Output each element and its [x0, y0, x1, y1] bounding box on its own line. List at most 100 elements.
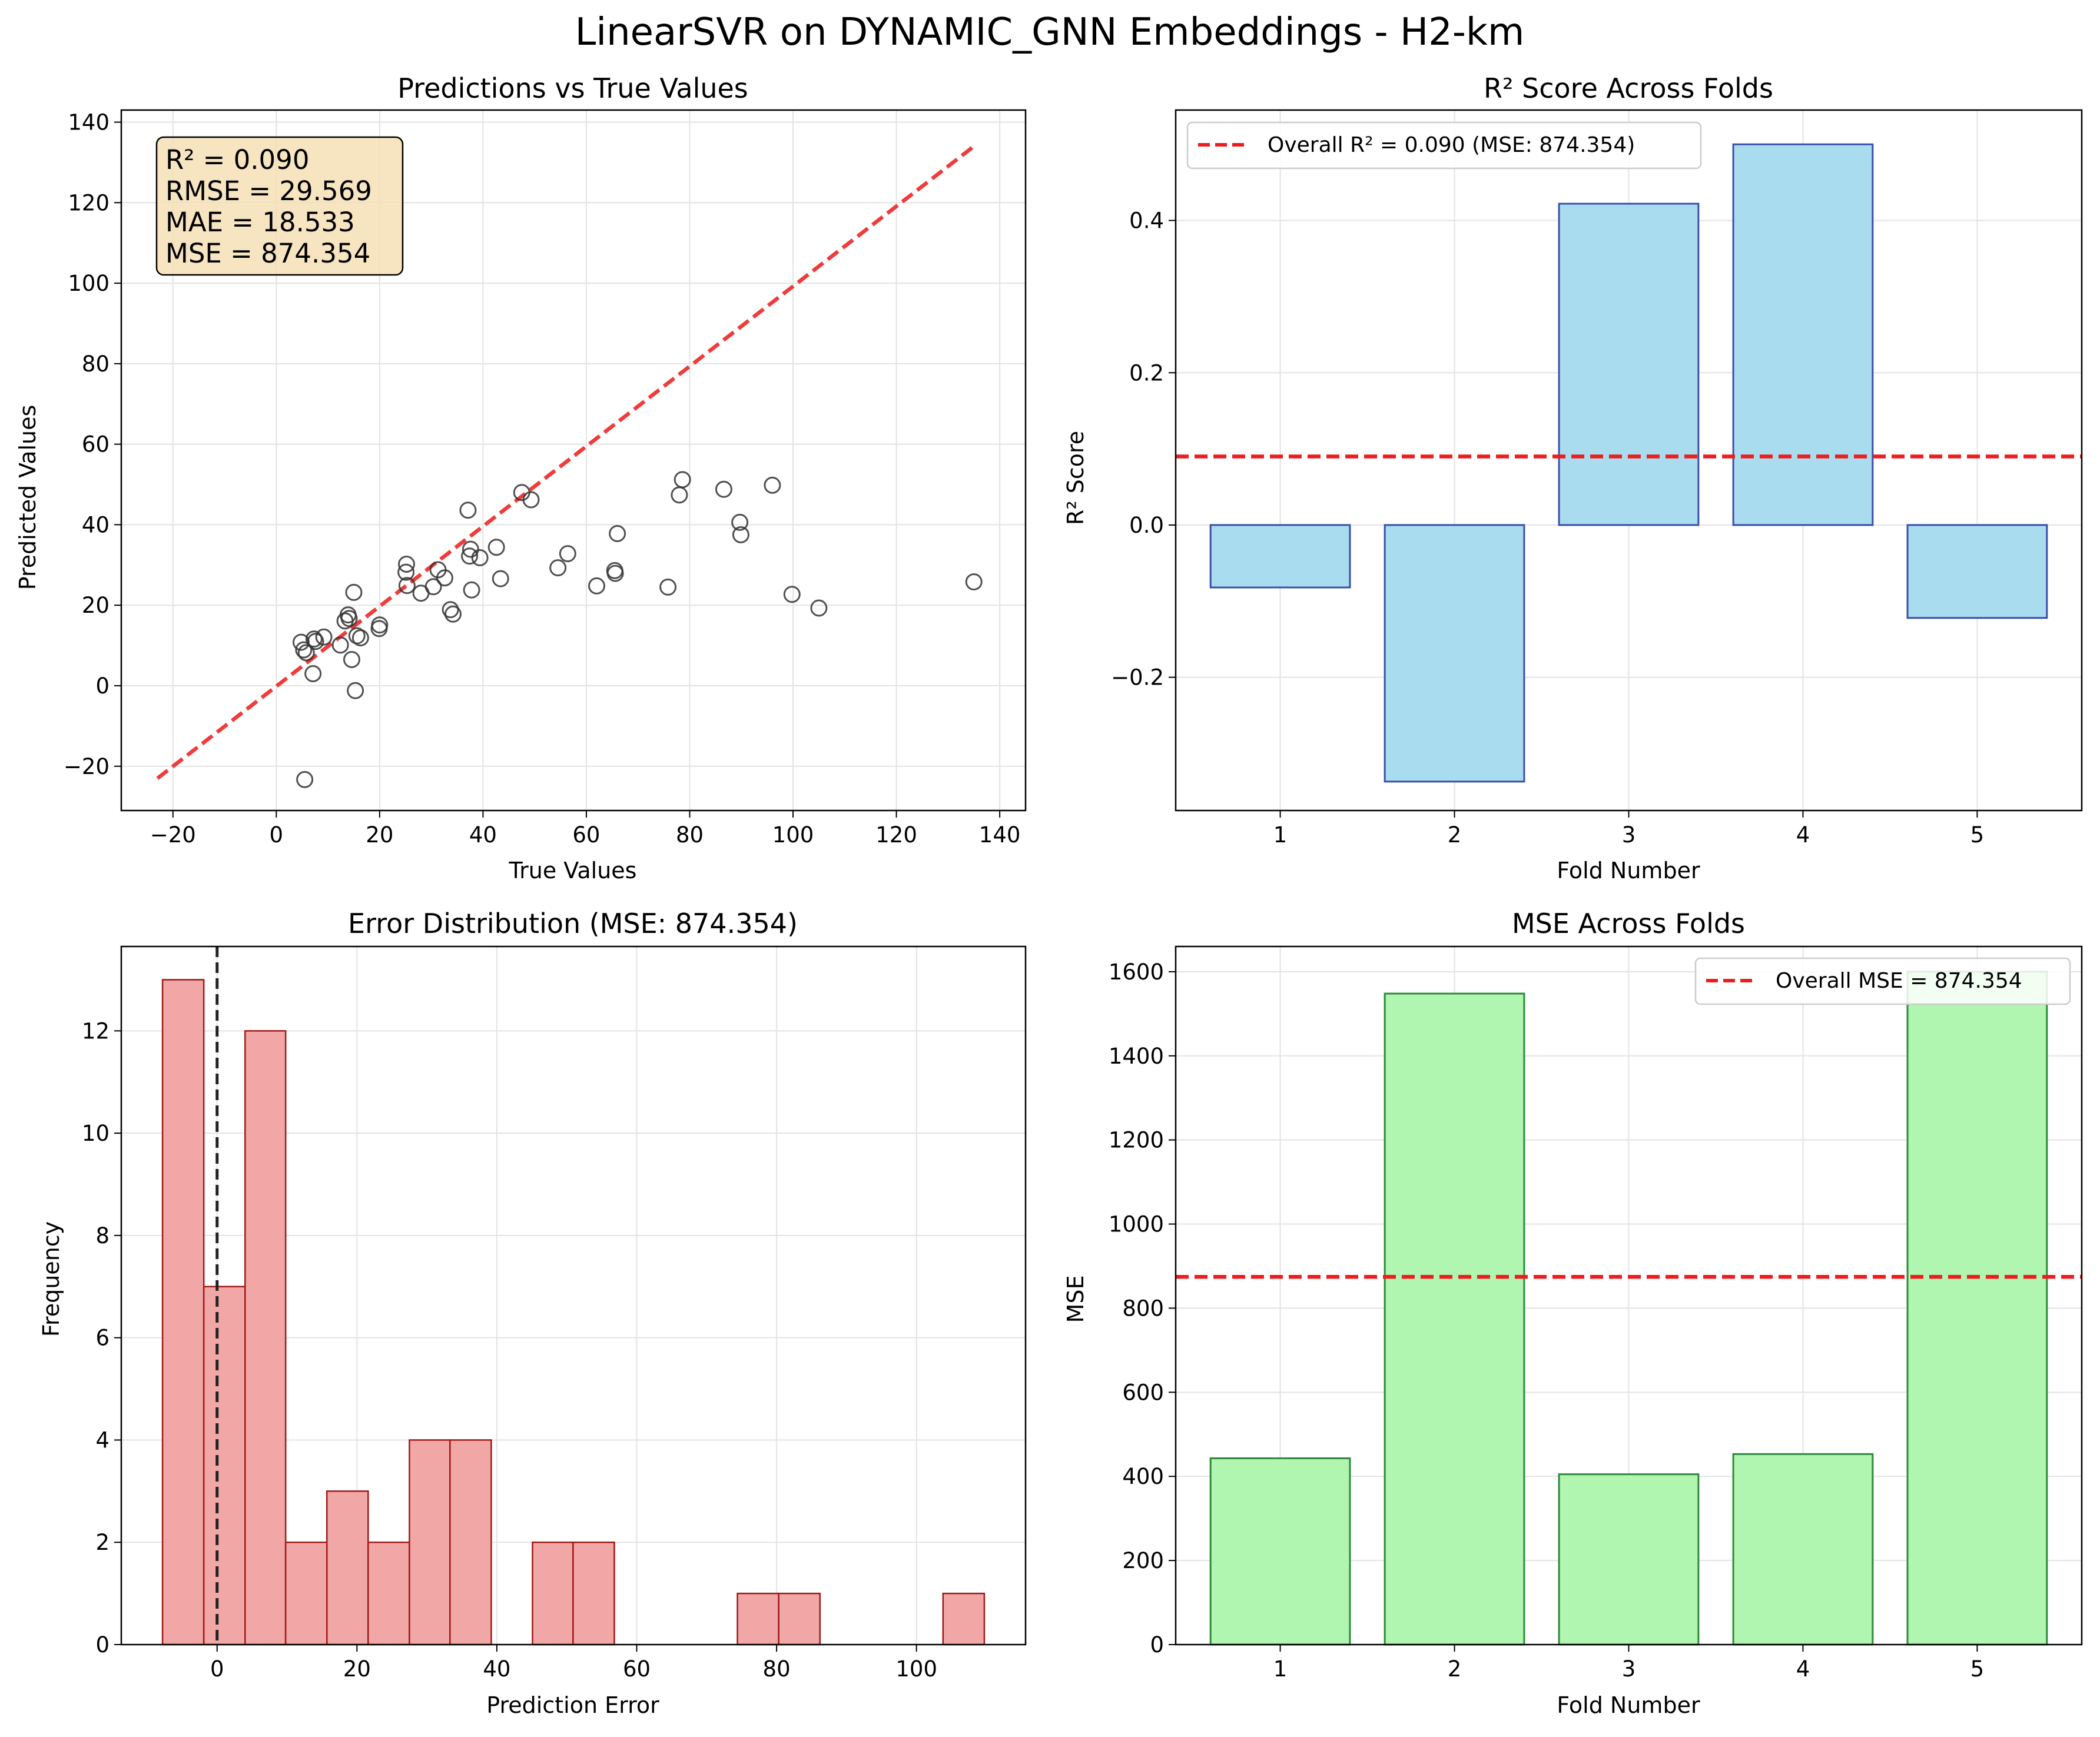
legend-label: Overall MSE = 874.354: [1776, 969, 2022, 993]
histogram-bar: [244, 1030, 287, 1646]
x-axis-label: Fold Number: [1557, 1692, 1700, 1718]
legend: Overall R² = 0.090 (MSE: 874.354): [1186, 121, 1702, 170]
panel-mse-across-folds: MSE Across Folds Fold Number MSE 1 2 3 4 5 0 2…: [1063, 908, 2083, 1718]
y-tick-label: 6: [95, 1326, 110, 1351]
legend: Overall MSE = 874.354: [1694, 957, 2071, 1005]
y-tick-label: 200: [1122, 1548, 1164, 1573]
y-axis-label: Predicted Values: [15, 405, 41, 590]
plot-area: [1176, 143, 2082, 783]
scatter-point: [674, 471, 691, 489]
x-tick-label: 40: [483, 1656, 510, 1682]
ticks: 1 2 3 4 5 −0.2 0.0 0.2 0.4: [1111, 208, 1984, 848]
scatter-point: [340, 610, 358, 627]
ticks: 1 2 3 4 5 0 200 400 600 800 1000 1200 1400 1600: [1109, 959, 1984, 1682]
y-tick-label: 0.2: [1129, 360, 1164, 386]
bar-fold-3: [1558, 202, 1700, 526]
panel-r2-across-folds: R² Score Across Folds Fold Number R² Sco…: [1063, 72, 2083, 884]
x-tick-label: 100: [772, 822, 814, 848]
scatter-point: [588, 577, 605, 595]
x-tick-label: 100: [895, 1656, 937, 1682]
stats-box: R² = 0.090 RMSE = 29.569 MAE = 18.533 MS…: [155, 136, 404, 276]
y-tick-label: 80: [82, 351, 110, 377]
scatter-point: [371, 616, 389, 634]
scatter-point: [343, 651, 360, 669]
scatter-point: [304, 665, 322, 682]
scatter-point: [436, 569, 453, 587]
x-tick-label: 120: [875, 822, 917, 848]
y-tick-label: 1000: [1109, 1212, 1164, 1237]
scatter-point: [331, 636, 349, 654]
y-tick-label: 1200: [1109, 1128, 1164, 1153]
scatter-point: [295, 641, 313, 659]
panel-predictions-vs-true: Predictions vs True Values True Values P…: [15, 72, 1027, 884]
x-tick-label: 0: [210, 1656, 224, 1682]
scatter-point: [398, 577, 416, 595]
y-tick-label: 400: [1122, 1464, 1164, 1489]
x-tick-label: 1: [1273, 822, 1288, 848]
scatter-point: [424, 578, 442, 596]
x-tick-label: 5: [1970, 1656, 1985, 1682]
bar-fold-5: [1906, 971, 2048, 1646]
y-tick-label: 1600: [1109, 959, 1164, 985]
figure-title: LinearSVR on DYNAMIC_GNN Embeddings - H2…: [575, 11, 1525, 54]
bar-fold-4: [1732, 143, 1874, 526]
scatter-point: [345, 583, 363, 601]
y-tick-label: 8: [95, 1223, 110, 1248]
x-tick-label: 0: [270, 822, 284, 848]
bar-fold-1: [1209, 1457, 1351, 1646]
scatter-point: [442, 601, 459, 619]
stat-r2: R² = 0.090: [165, 144, 309, 175]
scatter-point: [463, 581, 480, 599]
scatter-point: [492, 570, 509, 587]
y-tick-label: 40: [82, 512, 110, 537]
histogram-bar: [449, 1439, 492, 1646]
y-tick-label: 2: [95, 1530, 110, 1555]
panel-title: R² Score Across Folds: [1484, 72, 1773, 104]
y-tick-label: 1400: [1109, 1044, 1164, 1069]
x-tick-label: 3: [1622, 822, 1636, 848]
axes-frame: [120, 109, 1027, 812]
y-tick-label: 60: [82, 432, 110, 457]
x-axis-label: Prediction Error: [486, 1692, 659, 1718]
y-tick-label: 600: [1122, 1380, 1164, 1405]
scatter-point: [732, 526, 749, 544]
panel-title: MSE Across Folds: [1512, 908, 1745, 939]
y-tick-label: 120: [68, 190, 110, 215]
scatter-point: [522, 491, 540, 509]
y-tick-label: −20: [64, 754, 110, 779]
y-tick-label: −0.2: [1111, 665, 1164, 690]
y-tick-label: 0.4: [1129, 208, 1164, 234]
x-tick-label: 60: [623, 1656, 651, 1682]
histogram-bar: [572, 1541, 615, 1646]
y-axis-label: Frequency: [38, 1221, 64, 1337]
histogram-bar: [942, 1592, 986, 1646]
histogram-bar: [203, 1286, 246, 1646]
x-axis-label: Fold Number: [1557, 858, 1700, 884]
scatter-point: [783, 586, 801, 603]
scatter-point: [348, 627, 366, 645]
histogram-bar: [284, 1541, 328, 1646]
histogram-bar: [161, 979, 205, 1646]
panel-title: Error Distribution (MSE: 874.354): [348, 908, 798, 939]
y-axis-label: MSE: [1063, 1276, 1089, 1323]
stat-mse: MSE = 874.354: [165, 238, 370, 269]
bar-fold-3: [1558, 1473, 1700, 1646]
scatter-point: [296, 770, 314, 788]
x-axis-label: True Values: [509, 858, 637, 884]
scatter-point: [549, 559, 567, 577]
plot-area: [161, 946, 986, 1646]
axes-frame: [1175, 945, 2083, 1646]
x-tick-label: 140: [979, 822, 1021, 848]
scatter-point: [461, 547, 479, 565]
bar-fold-2: [1384, 992, 1525, 1646]
scatter-point: [659, 578, 677, 596]
y-tick-label: 0: [95, 673, 110, 699]
panel-title: Predictions vs True Values: [397, 72, 748, 104]
scatter-point: [559, 545, 576, 563]
axes-frame: [1175, 109, 2083, 812]
axes-frame: [120, 945, 1027, 1646]
scatter-point: [715, 480, 732, 498]
x-tick-label: 80: [763, 1656, 791, 1682]
histogram-bar: [409, 1439, 451, 1646]
